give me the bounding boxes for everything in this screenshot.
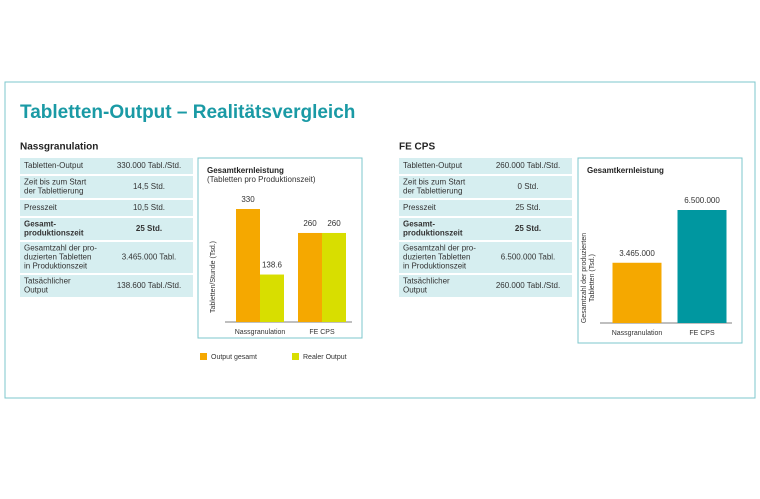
data-label: 3.465.000 — [619, 249, 655, 258]
row-value: 25 Std. — [515, 203, 540, 212]
table-row — [20, 176, 193, 198]
x-tick-label: Nassgranulation — [235, 329, 286, 336]
row-label: in Produktionszeit — [24, 262, 88, 271]
row-label: der Tablettierung — [403, 187, 462, 196]
row-label: Gesamt- — [403, 220, 435, 229]
row-label: produktionszeit — [403, 229, 463, 238]
y-axis-label: Tabletten (Tsd.) — [589, 254, 596, 302]
table-row — [399, 242, 572, 273]
row-label: duzierten Tabletten — [403, 253, 470, 262]
chart-title: Gesamtkernleistung — [207, 166, 284, 175]
row-value: 6.500.000 Tabl. — [501, 253, 556, 262]
section-heading: Nassgranulation — [20, 142, 98, 153]
legend-swatch — [200, 353, 207, 360]
row-label: Presszeit — [403, 203, 437, 212]
row-value: 25 Std. — [515, 224, 541, 233]
row-label: Zeit bis zum Start — [24, 178, 87, 187]
bar — [612, 262, 662, 323]
row-label: Tatsächlicher — [24, 277, 71, 286]
y-axis-label: Tabletten/Stunde (Tsd.) — [210, 241, 217, 313]
row-label: Tabletten-Output — [403, 161, 463, 170]
table-row — [399, 218, 572, 240]
chart-subtitle: (Tabletten pro Produktionszeit) — [207, 175, 316, 184]
x-tick-label: FE CPS — [689, 330, 715, 337]
table-row — [20, 200, 193, 216]
data-label: 260 — [327, 219, 341, 228]
table-row — [20, 275, 193, 297]
table-row — [399, 158, 572, 174]
row-label: Presszeit — [24, 203, 58, 212]
x-tick-label: FE CPS — [309, 329, 335, 336]
row-label: Output — [24, 286, 49, 295]
row-label: Tatsächlicher — [403, 277, 450, 286]
bar — [260, 274, 284, 322]
legend-label: Realer Output — [303, 354, 347, 361]
table-row — [20, 158, 193, 174]
legend-label: Output gesamt — [211, 354, 257, 361]
row-label: Gesamtzahl der pro- — [24, 244, 97, 253]
data-label: 138.6 — [262, 261, 283, 270]
table-row — [399, 275, 572, 297]
table-row — [20, 218, 193, 240]
data-label: 260 — [303, 219, 317, 228]
row-value: 25 Std. — [136, 224, 162, 233]
row-label: Gesamtzahl der pro- — [403, 244, 476, 253]
legend-swatch — [292, 353, 299, 360]
page-title: Tabletten-Output – Realitätsvergleich — [20, 102, 355, 123]
row-label: Output — [403, 286, 428, 295]
bar — [677, 210, 727, 323]
frame — [4, 81, 756, 399]
row-value: 260.000 Tabl./Std. — [496, 281, 560, 290]
row-label: der Tablettierung — [24, 187, 83, 196]
data-label: 330 — [241, 195, 255, 204]
row-value: 14,5 Std. — [133, 182, 165, 191]
y-axis-label: Gesamtzahl der produzierten — [581, 233, 588, 323]
row-value: 3.465.000 Tabl. — [122, 253, 177, 262]
data-label: 6.500.000 — [684, 196, 720, 205]
table-row — [399, 176, 572, 198]
bar — [322, 232, 346, 322]
row-value: 10,5 Std. — [133, 203, 165, 212]
bar — [298, 232, 322, 322]
table-row — [20, 242, 193, 273]
row-label: Tabletten-Output — [24, 161, 84, 170]
row-value: 138.600 Tabl./Std. — [117, 281, 181, 290]
table-row — [399, 200, 572, 216]
row-label: Zeit bis zum Start — [403, 178, 466, 187]
row-label: in Produktionszeit — [403, 262, 467, 271]
x-tick-label: Nassgranulation — [612, 330, 663, 337]
bar — [236, 209, 260, 322]
row-label: produktionszeit — [24, 229, 84, 238]
row-value: 260.000 Tabl./Std. — [496, 161, 560, 170]
row-label: Gesamt- — [24, 220, 56, 229]
chart-title: Gesamtkernleistung — [587, 166, 664, 175]
row-value: 0 Std. — [518, 182, 539, 191]
row-value: 330.000 Tabl./Std. — [117, 161, 181, 170]
row-label: duzierten Tabletten — [24, 253, 91, 262]
section-heading: FE CPS — [399, 142, 435, 153]
